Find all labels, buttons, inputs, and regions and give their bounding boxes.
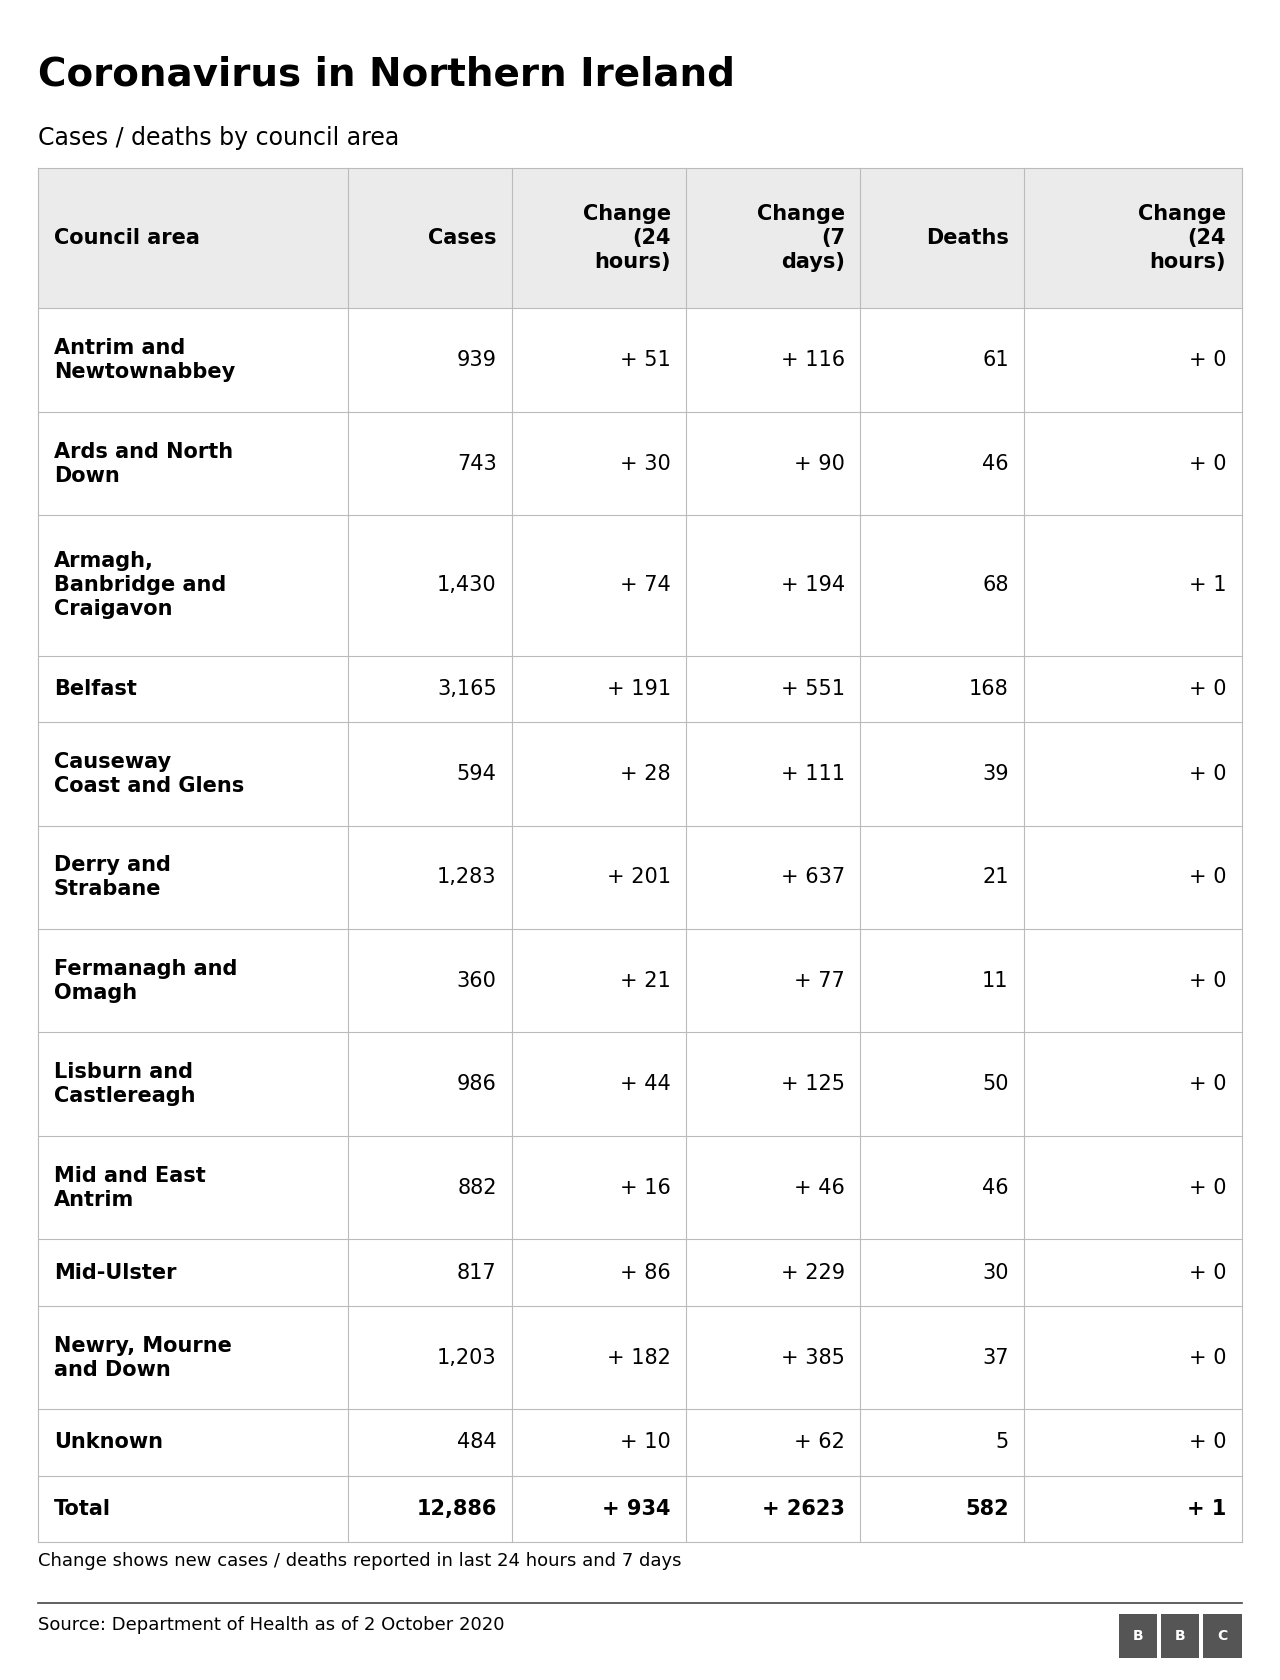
- Text: + 201: + 201: [607, 867, 671, 887]
- Text: + 0: + 0: [1189, 679, 1226, 699]
- Text: + 10: + 10: [620, 1433, 671, 1453]
- Text: Lisburn and
Castlereagh: Lisburn and Castlereagh: [54, 1062, 196, 1105]
- Text: 484: 484: [457, 1433, 497, 1453]
- Text: Unknown: Unknown: [54, 1433, 163, 1453]
- Text: + 0: + 0: [1189, 349, 1226, 370]
- Text: Coronavirus in Northern Ireland: Coronavirus in Northern Ireland: [38, 55, 736, 94]
- Text: + 0: + 0: [1189, 971, 1226, 991]
- Text: + 125: + 125: [781, 1074, 845, 1094]
- Text: + 2623: + 2623: [762, 1499, 845, 1519]
- Text: 882: 882: [457, 1178, 497, 1198]
- Text: 582: 582: [965, 1499, 1009, 1519]
- Text: + 74: + 74: [620, 576, 671, 595]
- Text: + 551: + 551: [781, 679, 845, 699]
- Text: 68: 68: [982, 576, 1009, 595]
- Bar: [38, 168, 1242, 309]
- Text: Derry and
Strabane: Derry and Strabane: [54, 855, 170, 899]
- Text: Newry, Mourne
and Down: Newry, Mourne and Down: [54, 1336, 232, 1379]
- Text: + 28: + 28: [620, 764, 671, 785]
- Text: Cases: Cases: [428, 228, 497, 249]
- Text: + 0: + 0: [1189, 1433, 1226, 1453]
- Bar: [1161, 1614, 1199, 1658]
- Text: 1,430: 1,430: [436, 576, 497, 595]
- Text: 39: 39: [982, 764, 1009, 785]
- Text: Change
(24
hours): Change (24 hours): [582, 205, 671, 272]
- Text: + 0: + 0: [1189, 1178, 1226, 1198]
- Text: C: C: [1217, 1630, 1228, 1643]
- Text: + 62: + 62: [794, 1433, 845, 1453]
- Text: Belfast: Belfast: [54, 679, 137, 699]
- Text: + 191: + 191: [607, 679, 671, 699]
- Text: 50: 50: [982, 1074, 1009, 1094]
- Text: + 0: + 0: [1189, 867, 1226, 887]
- Text: 11: 11: [982, 971, 1009, 991]
- Text: 12,886: 12,886: [416, 1499, 497, 1519]
- Text: 3,165: 3,165: [436, 679, 497, 699]
- Text: + 0: + 0: [1189, 1347, 1226, 1368]
- Text: Change
(7
days): Change (7 days): [756, 205, 845, 272]
- Text: 1,283: 1,283: [438, 867, 497, 887]
- Text: + 229: + 229: [781, 1263, 845, 1282]
- Text: + 182: + 182: [607, 1347, 671, 1368]
- Text: + 44: + 44: [620, 1074, 671, 1094]
- Text: 594: 594: [457, 764, 497, 785]
- Text: + 111: + 111: [781, 764, 845, 785]
- Text: Ards and North
Down: Ards and North Down: [54, 442, 233, 486]
- Text: + 90: + 90: [794, 454, 845, 474]
- Text: Total: Total: [54, 1499, 111, 1519]
- Bar: [1119, 1614, 1157, 1658]
- Text: Fermanagh and
Omagh: Fermanagh and Omagh: [54, 959, 237, 1003]
- Text: + 637: + 637: [781, 867, 845, 887]
- Text: Change
(24
hours): Change (24 hours): [1138, 205, 1226, 272]
- Text: + 0: + 0: [1189, 764, 1226, 785]
- Text: 939: 939: [457, 349, 497, 370]
- Text: Change shows new cases / deaths reported in last 24 hours and 7 days: Change shows new cases / deaths reported…: [38, 1552, 682, 1571]
- Text: 61: 61: [982, 349, 1009, 370]
- Text: Armagh,
Banbridge and
Craigavon: Armagh, Banbridge and Craigavon: [54, 551, 227, 620]
- Text: Mid and East
Antrim: Mid and East Antrim: [54, 1166, 206, 1210]
- Text: + 30: + 30: [620, 454, 671, 474]
- Text: 817: 817: [457, 1263, 497, 1282]
- Text: B: B: [1133, 1630, 1143, 1643]
- Text: 360: 360: [457, 971, 497, 991]
- Text: + 0: + 0: [1189, 1074, 1226, 1094]
- Text: 986: 986: [457, 1074, 497, 1094]
- Text: Council area: Council area: [54, 228, 200, 249]
- Text: + 1: + 1: [1189, 576, 1226, 595]
- Text: + 16: + 16: [620, 1178, 671, 1198]
- Text: + 116: + 116: [781, 349, 845, 370]
- Text: + 51: + 51: [620, 349, 671, 370]
- Text: 168: 168: [969, 679, 1009, 699]
- Text: Mid-Ulster: Mid-Ulster: [54, 1263, 177, 1282]
- Text: 5: 5: [996, 1433, 1009, 1453]
- Text: 30: 30: [982, 1263, 1009, 1282]
- Text: Source: Department of Health as of 2 October 2020: Source: Department of Health as of 2 Oct…: [38, 1616, 504, 1635]
- Text: Cases / deaths by council area: Cases / deaths by council area: [38, 126, 399, 150]
- Bar: [1203, 1614, 1242, 1658]
- Text: + 86: + 86: [620, 1263, 671, 1282]
- Text: Causeway
Coast and Glens: Causeway Coast and Glens: [54, 753, 244, 796]
- Text: + 194: + 194: [781, 576, 845, 595]
- Text: 37: 37: [982, 1347, 1009, 1368]
- Text: 21: 21: [982, 867, 1009, 887]
- Text: + 46: + 46: [794, 1178, 845, 1198]
- Text: + 77: + 77: [794, 971, 845, 991]
- Text: + 0: + 0: [1189, 454, 1226, 474]
- Text: 743: 743: [457, 454, 497, 474]
- Text: + 934: + 934: [602, 1499, 671, 1519]
- Text: 46: 46: [982, 1178, 1009, 1198]
- Text: 46: 46: [982, 454, 1009, 474]
- Text: 1,203: 1,203: [436, 1347, 497, 1368]
- Text: + 1: + 1: [1187, 1499, 1226, 1519]
- Text: B: B: [1175, 1630, 1185, 1643]
- Text: Deaths: Deaths: [925, 228, 1009, 249]
- Text: + 385: + 385: [781, 1347, 845, 1368]
- Text: + 0: + 0: [1189, 1263, 1226, 1282]
- Text: + 21: + 21: [620, 971, 671, 991]
- Text: Antrim and
Newtownabbey: Antrim and Newtownabbey: [54, 338, 236, 381]
